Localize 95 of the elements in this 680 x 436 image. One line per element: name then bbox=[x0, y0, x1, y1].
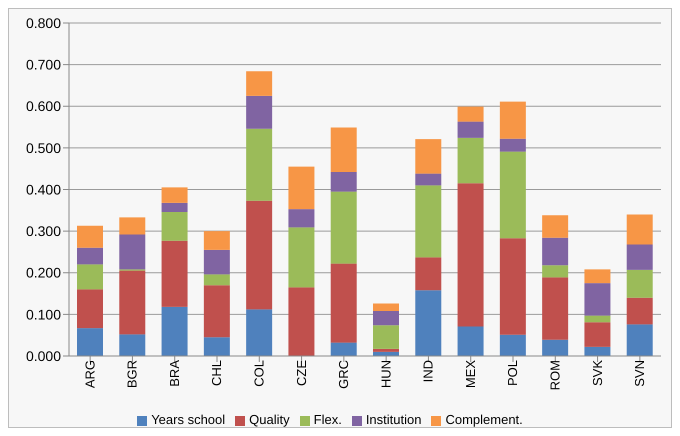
bar bbox=[162, 306, 188, 356]
y-tick-label: 0.400 bbox=[26, 181, 62, 198]
bar bbox=[119, 334, 146, 356]
bar bbox=[330, 342, 357, 356]
x-tick-label: GRC bbox=[336, 360, 352, 389]
bar bbox=[415, 174, 442, 186]
x-tick-label: CZE bbox=[294, 360, 309, 386]
bar bbox=[458, 122, 484, 138]
bar bbox=[162, 240, 188, 307]
bar bbox=[500, 334, 526, 356]
bar bbox=[77, 328, 103, 356]
bar bbox=[458, 183, 484, 326]
bar bbox=[542, 238, 568, 266]
x-tick-label: SVN bbox=[632, 360, 648, 387]
bar bbox=[246, 200, 272, 310]
bar bbox=[119, 270, 146, 334]
bar bbox=[626, 298, 653, 324]
bar bbox=[330, 127, 357, 172]
y-tick-label: 0.200 bbox=[26, 264, 62, 281]
legend-label: Complement. bbox=[445, 412, 523, 427]
bar bbox=[584, 269, 610, 284]
x-tick-label: MEX bbox=[462, 360, 478, 388]
bar bbox=[373, 311, 399, 326]
bar bbox=[77, 226, 103, 248]
bar bbox=[119, 217, 146, 234]
bar bbox=[500, 238, 526, 335]
bar bbox=[204, 231, 230, 250]
bar bbox=[542, 340, 568, 356]
legend-label: Institution bbox=[366, 412, 422, 427]
y-tick-label: 0.000 bbox=[26, 348, 62, 364]
bar bbox=[626, 270, 653, 298]
bar bbox=[246, 128, 272, 201]
bar bbox=[584, 322, 610, 347]
bar bbox=[77, 264, 103, 290]
x-tick-label: IND bbox=[420, 360, 436, 382]
bar bbox=[330, 172, 357, 192]
bar bbox=[500, 152, 526, 238]
bar bbox=[626, 214, 653, 244]
x-tick-label: POL bbox=[505, 360, 520, 386]
bar bbox=[458, 326, 484, 356]
y-tick-label: 0.700 bbox=[26, 56, 62, 73]
y-tick-label: 0.300 bbox=[26, 223, 62, 240]
bar bbox=[500, 138, 526, 152]
x-tick-label: ARG bbox=[82, 360, 98, 388]
bar bbox=[77, 248, 103, 264]
bar bbox=[584, 283, 610, 316]
legend-label: Flex. bbox=[314, 412, 342, 427]
bar bbox=[584, 316, 610, 322]
y-tick-label: 0.800 bbox=[26, 14, 62, 31]
y-tick-label: 0.100 bbox=[26, 306, 62, 322]
bar bbox=[626, 324, 653, 356]
bar bbox=[415, 185, 442, 258]
bar bbox=[542, 277, 568, 340]
bar bbox=[542, 265, 568, 278]
bar bbox=[415, 139, 442, 174]
bar bbox=[119, 234, 146, 270]
bar bbox=[204, 337, 230, 356]
x-tick-label: SVK bbox=[590, 360, 605, 386]
bar bbox=[584, 346, 610, 356]
bar bbox=[288, 166, 314, 210]
bar bbox=[330, 264, 357, 343]
x-tick-label: HUN bbox=[378, 360, 394, 388]
x-tick-label: BGR bbox=[124, 360, 140, 388]
bar bbox=[162, 187, 188, 203]
bar bbox=[204, 285, 230, 338]
bar bbox=[204, 274, 230, 286]
bar bbox=[373, 325, 399, 349]
bar bbox=[288, 227, 314, 288]
bar bbox=[288, 209, 314, 228]
bar bbox=[204, 250, 230, 274]
bar bbox=[246, 71, 272, 96]
bar bbox=[458, 138, 484, 184]
bar bbox=[542, 215, 568, 238]
legend-label: Years school bbox=[151, 412, 226, 427]
bar bbox=[246, 309, 272, 356]
bar bbox=[162, 202, 188, 212]
bar bbox=[246, 96, 272, 129]
bar bbox=[500, 102, 526, 139]
bar bbox=[415, 257, 442, 290]
x-tick-label: BRA bbox=[166, 360, 182, 387]
bar bbox=[77, 289, 103, 328]
x-tick-label: ROM bbox=[548, 360, 563, 390]
bar bbox=[415, 290, 442, 356]
bar bbox=[373, 348, 399, 352]
bar bbox=[373, 304, 399, 312]
bar bbox=[626, 244, 653, 270]
bar bbox=[330, 192, 357, 264]
bar bbox=[162, 212, 188, 241]
x-tick-label: COL bbox=[252, 360, 267, 387]
bar bbox=[288, 287, 314, 356]
y-tick-label: 0.500 bbox=[26, 140, 62, 156]
y-tick-label: 0.600 bbox=[26, 98, 62, 114]
legend-label: Quality bbox=[249, 412, 290, 427]
bar bbox=[458, 106, 484, 122]
x-tick-label: CHL bbox=[209, 360, 224, 386]
